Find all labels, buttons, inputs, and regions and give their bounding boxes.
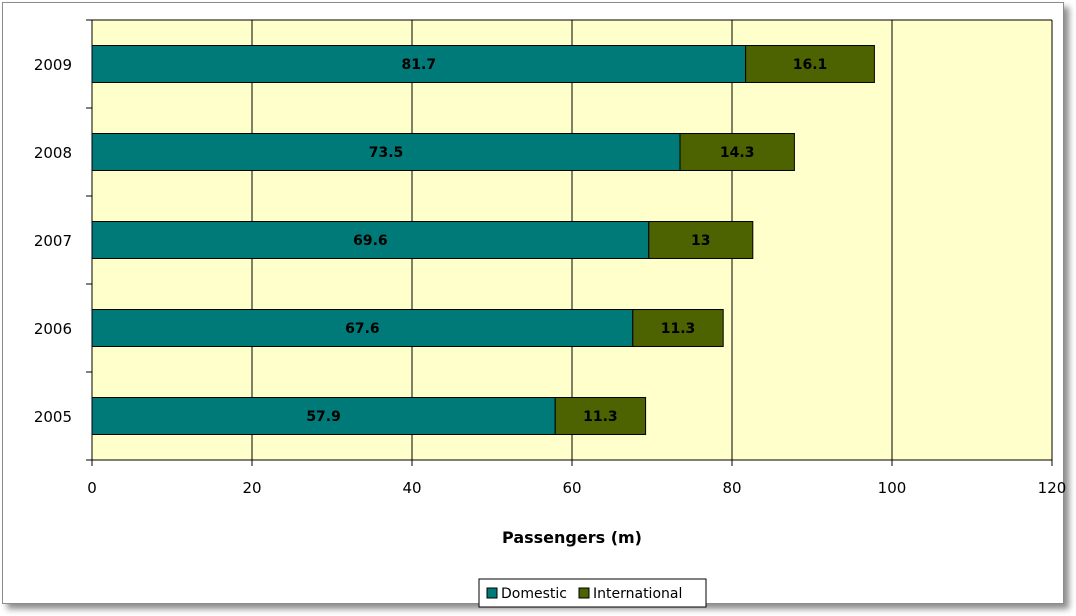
x-tick-label-80: 80 [722,479,741,497]
legend-swatch-domestic [486,587,498,599]
x-tick-label-100: 100 [878,479,907,497]
bar-domestic-2008 [91,133,681,171]
bar-label-domestic-2008: 73.5 [369,145,404,161]
bar-label-domestic-2009: 81.7 [402,57,437,73]
legend-label-international: International [593,586,682,602]
x-tick-label-60: 60 [562,479,581,497]
legend-swatch-international [578,587,590,599]
x-tick-label-20: 20 [242,479,261,497]
bar-label-international-2006: 11.3 [661,321,696,337]
x-axis-title: Passengers (m) [502,528,642,547]
legend: Domestic International [478,578,707,608]
bars: 57.9 11.3 67.6 11.3 69.6 13 73.5 14.3 81.7 16.1 [91,45,875,435]
y-tick-label-2009: 2009 [34,56,72,74]
y-tick-label-2007: 2007 [34,232,72,250]
bar-domestic-2005 [91,397,556,435]
bar-international-2006 [632,309,724,347]
bar-international-2009 [745,45,875,83]
x-tick-label-120: 120 [1038,479,1067,497]
bar-international-2008 [679,133,795,171]
x-tick-label-40: 40 [402,479,421,497]
y-tick-label-2006: 2006 [34,320,72,338]
bar-label-domestic-2005: 57.9 [306,409,341,425]
legend-label-domestic: Domestic [501,586,567,602]
bar-label-international-2008: 14.3 [720,145,755,161]
bar-international-2005 [554,397,647,435]
bar-label-domestic-2007: 69.6 [353,233,388,249]
axes [86,19,1053,466]
bar-label-domestic-2006: 67.6 [345,321,380,337]
legend-box [478,578,707,608]
bar-international-2007 [648,221,754,259]
bar-domestic-2009 [91,45,747,83]
y-tick-label-2005: 2005 [34,408,72,426]
bar-label-international-2007: 13 [691,233,710,249]
bar-label-international-2005: 11.3 [583,409,618,425]
bar-domestic-2007 [91,221,650,259]
x-tick-label-0: 0 [87,479,97,497]
y-tick-labels: 2005 2006 2007 2008 2009 [34,56,72,426]
bar-label-international-2009: 16.1 [793,57,828,73]
y-tick-label-2008: 2008 [34,144,72,162]
x-tick-labels: 0 20 40 60 80 100 120 [87,479,1066,497]
